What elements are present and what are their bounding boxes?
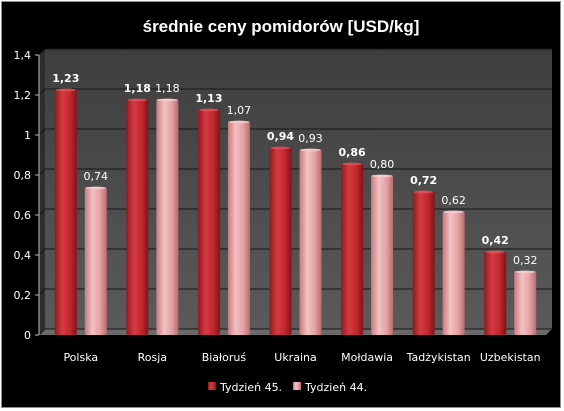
y-tick-label: 0,4 [14,249,32,262]
bar-top-highlight [515,270,536,274]
y-tick-label: 0,2 [14,289,32,302]
bar-tydzien-44 [371,175,394,335]
bar-tydzien-45 [54,89,77,335]
plot-area: 0 0,2 0,4 0,6 0,8 1 1,2 1,4 1,23 0,74 Polska 1,18 1,… [14,48,552,364]
data-label: 1,07 [227,104,252,117]
x-category-label: Rosja [138,351,167,364]
y-tick-label: 0,8 [14,169,32,182]
data-label: 0,74 [84,170,109,183]
gridline [38,168,552,176]
y-tick-label: 1 [24,129,31,142]
bar-top-highlight [443,210,464,214]
bar-tydzien-44 [227,121,250,335]
plot-back-wall [45,49,552,329]
data-label: 1,23 [52,72,79,85]
legend-swatch [293,382,301,390]
legend: Tydzień 45. Tydzień 44. [208,381,367,394]
bar-top-highlight [413,190,434,194]
bar-tydzien-44 [442,211,465,335]
bar-tydzien-44 [514,271,537,335]
y-tick-label: 0 [24,329,31,342]
bar-tydzien-45 [412,191,435,335]
x-category-label: Mołdawia [341,351,393,364]
y-tick-label: 1,2 [14,89,32,102]
bar-top-highlight [342,162,363,166]
bar-tydzien-44 [156,99,179,335]
gridline [38,128,552,136]
x-category-label: Ukraina [274,351,316,364]
data-label: 1,13 [195,92,222,105]
data-label: 0,32 [513,254,538,267]
bar-tydzien-45 [341,163,364,335]
x-category-label: Białoruś [202,351,247,364]
data-label: 0,62 [441,194,466,207]
gridline [38,48,552,56]
plot-side-wall [39,49,45,335]
x-category-label: Polska [63,351,98,364]
legend-label: Tydzień 45. [219,381,282,394]
chart-title: średnie ceny pomidorów [USD/kg] [143,17,420,36]
data-label: 0,42 [482,234,509,247]
data-label: 0,93 [298,132,323,145]
bar-top-highlight [300,148,321,152]
bar-top-highlight [157,98,178,102]
x-category-label: Uzbekistan [480,351,541,364]
bar-tydzien-45 [197,109,220,335]
bar-top-highlight [270,146,291,150]
bar-top-highlight [372,174,393,178]
legend-swatch [208,382,216,390]
bar-top-highlight [85,186,106,190]
x-category-label: Tadżykistan [406,351,471,364]
data-label: 0,94 [267,130,294,143]
bar-top-highlight [485,250,506,254]
gridline [38,88,552,96]
bar-top-highlight [127,98,148,102]
bar-chart: średnie ceny pomidorów [USD/kg] 00,20,40… [14,17,552,394]
y-tick-label: 1,4 [14,49,32,62]
data-label: 0,80 [370,158,395,171]
plot-floor [39,329,552,335]
bar-top-highlight [228,120,249,124]
bar-tydzien-45 [269,147,292,335]
bar-tydzien-44 [299,149,322,335]
bar-tydzien-45 [484,251,507,335]
data-label: 1,18 [124,82,151,95]
bar-top-highlight [198,108,219,112]
bar-tydzien-45 [126,99,149,335]
bar-top-highlight [55,88,76,92]
data-label: 1,18 [155,82,180,95]
data-label: 0,86 [339,146,366,159]
bar-tydzien-44 [84,187,107,335]
legend-label: Tydzień 44. [304,381,367,394]
data-label: 0,72 [410,174,437,187]
y-tick-label: 0,6 [14,209,32,222]
